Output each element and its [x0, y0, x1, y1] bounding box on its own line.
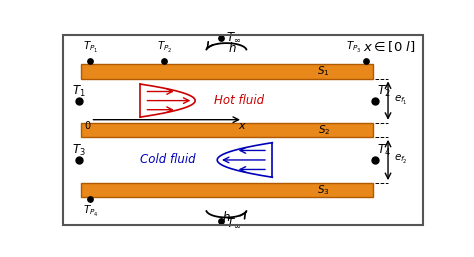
- Text: $T_{P_2}$: $T_{P_2}$: [156, 40, 172, 55]
- Text: Hot fluid: Hot fluid: [213, 94, 264, 107]
- Text: $T_{P_3}$: $T_{P_3}$: [346, 40, 361, 55]
- Text: $T_{P_1}$: $T_{P_1}$: [83, 40, 99, 55]
- Text: $S_1$: $S_1$: [318, 65, 330, 78]
- Point: [217, 219, 225, 223]
- Point: [371, 158, 379, 162]
- Point: [217, 36, 225, 40]
- Text: $T_4$: $T_4$: [377, 143, 391, 158]
- Text: $x\in[0\ l]$: $x\in[0\ l]$: [363, 39, 416, 54]
- Point: [87, 59, 94, 63]
- Text: Cold fluid: Cold fluid: [140, 153, 196, 167]
- Point: [76, 158, 83, 162]
- Text: $e_{f_1}$: $e_{f_1}$: [393, 94, 407, 107]
- Point: [76, 98, 83, 103]
- Text: $T_\infty$: $T_\infty$: [227, 217, 242, 230]
- Point: [371, 98, 379, 103]
- Text: $T_{P_4}$: $T_{P_4}$: [83, 204, 99, 219]
- Bar: [82, 64, 374, 79]
- Text: $h$: $h$: [222, 210, 231, 224]
- Text: $e_{f_2}$: $e_{f_2}$: [393, 153, 407, 167]
- Text: $T_3$: $T_3$: [72, 143, 86, 158]
- Point: [362, 59, 370, 63]
- Text: $T_\infty$: $T_\infty$: [227, 31, 242, 44]
- Bar: [82, 183, 374, 197]
- Bar: [82, 123, 374, 137]
- Text: $x$: $x$: [238, 121, 247, 131]
- Text: $S_3$: $S_3$: [318, 183, 330, 197]
- Point: [160, 59, 168, 63]
- Text: $S_2$: $S_2$: [318, 123, 330, 137]
- Text: $h$: $h$: [228, 41, 236, 55]
- Point: [87, 197, 94, 201]
- Text: 0: 0: [84, 121, 90, 131]
- Text: $T_2$: $T_2$: [377, 84, 391, 99]
- Text: $T_1$: $T_1$: [72, 84, 86, 99]
